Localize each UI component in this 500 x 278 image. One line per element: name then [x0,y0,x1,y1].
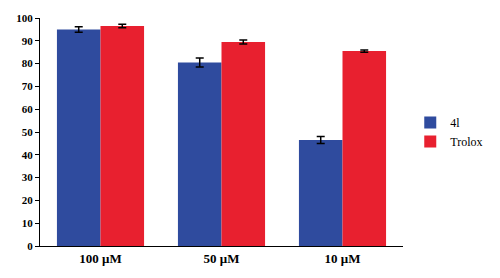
svg-text:70: 70 [22,80,34,92]
svg-text:100 μM: 100 μM [79,251,121,266]
svg-text:50: 50 [22,126,34,138]
svg-text:40: 40 [22,149,34,161]
svg-text:60: 60 [22,103,34,115]
svg-text:30: 30 [22,171,34,183]
svg-text:10: 10 [22,217,34,229]
svg-text:80: 80 [22,57,34,69]
svg-text:20: 20 [22,194,34,206]
svg-text:50 μM: 50 μM [204,251,240,266]
svg-text:90: 90 [22,35,34,47]
svg-text:0: 0 [27,240,33,252]
svg-text:10 μM: 10 μM [325,251,361,266]
svg-text:Trolox: Trolox [450,135,482,149]
svg-text:100: 100 [16,12,33,24]
svg-text:4l: 4l [450,116,460,130]
